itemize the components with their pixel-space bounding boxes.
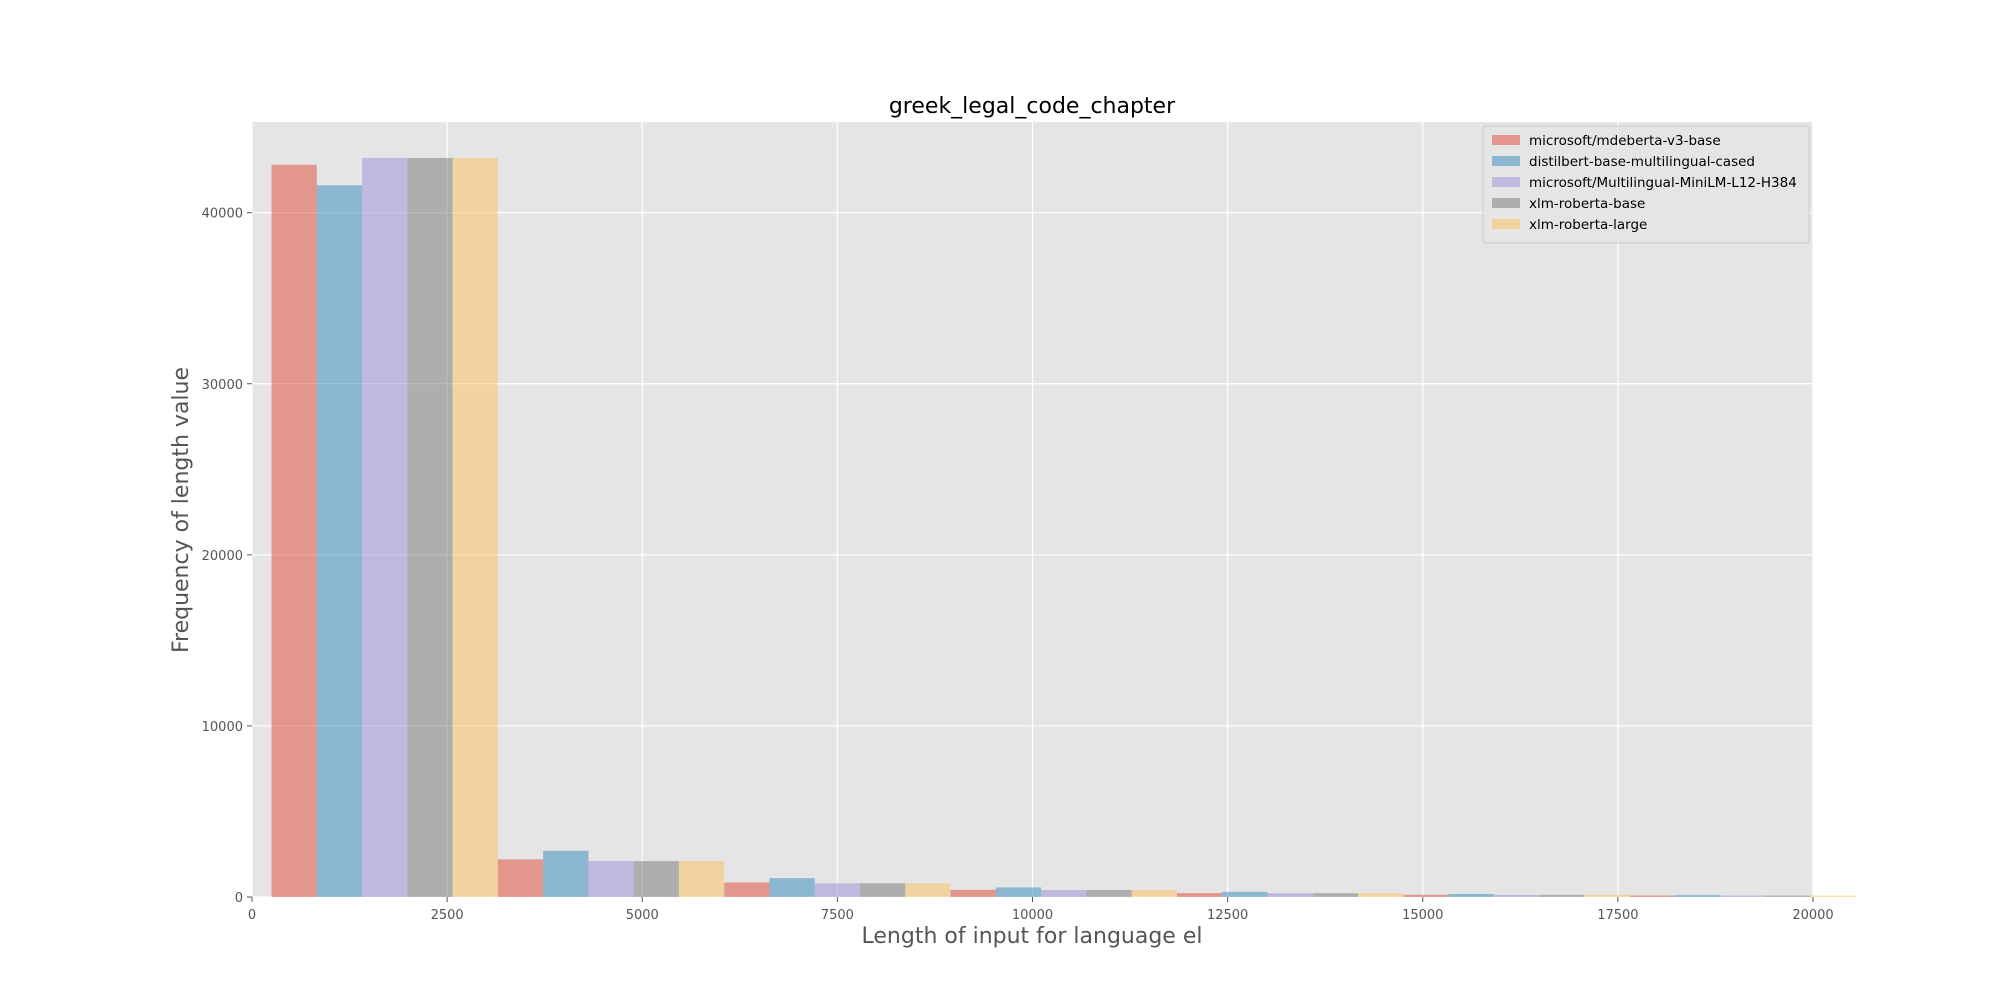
tick-labels: 0 2500 5000 7500 10000 12500 15000 17500 20000 0 1… [202,207,1834,923]
histogram-bar [1539,894,1585,897]
legend-entry-label: xlm-roberta-base [1529,196,1645,212]
y-tick-label: 30000 [202,378,243,393]
y-tick-label: 40000 [202,207,243,222]
histogram-bar [860,883,906,897]
x-tick-label: 20000 [1792,908,1833,923]
x-tick-label: 7500 [821,908,854,923]
histogram-bar [1448,893,1494,897]
histogram-bar [1629,895,1675,897]
x-tick-label: 17500 [1597,908,1638,923]
histogram-bar [1312,893,1358,897]
histogram-bar [362,157,408,898]
y-tick-label: 20000 [202,549,243,564]
histogram-bar [316,185,363,897]
legend-swatch [1492,198,1520,208]
histogram-bar [452,157,498,898]
histogram-bar [950,889,996,897]
histogram-bar [1267,893,1313,897]
legend-swatch [1492,177,1520,187]
histogram-bar [497,859,544,897]
legend-entry-label: distilbert-base-multilingual-cased [1529,154,1755,170]
histogram-bar [1041,889,1087,897]
x-axis-label: Length of input for language el [862,924,1203,949]
legend-swatch [1492,156,1520,166]
x-tick-label: 15000 [1402,908,1443,923]
histogram-bar [1086,889,1132,897]
histogram-bar [905,883,951,897]
x-tick-label: 0 [248,908,256,923]
x-tick-label: 5000 [626,908,659,923]
x-tick-label: 12500 [1207,908,1248,923]
y-tick-label: 10000 [202,720,243,735]
legend-entry-label: microsoft/mdeberta-v3-base [1529,133,1721,149]
histogram-bar [633,861,679,897]
histogram-bar [1674,895,1721,897]
histogram-bar [271,164,317,898]
histogram-bar [588,861,634,897]
histogram-bar [1403,894,1449,897]
histogram-bar [678,861,725,897]
histogram-bar [543,850,589,897]
bars [271,157,1856,898]
legend-box [1482,125,1810,244]
legend: microsoft/mdeberta-v3-base distilbert-bas… [1482,125,1810,244]
histogram-bar [724,882,770,897]
y-axis-label: Frequency of length value [169,367,194,653]
histogram-bar [1720,895,1766,897]
legend-swatch [1492,219,1520,229]
y-tick-label: 0 [235,891,243,906]
histogram-bar [1176,893,1223,897]
x-tick-label: 2500 [431,908,464,923]
histogram-bar [1357,893,1404,897]
histogram-bar [814,883,861,897]
histogram-bar [1493,894,1540,897]
histogram-bar [1131,889,1177,897]
histogram-bar [769,878,815,897]
histogram-bar [1810,895,1856,897]
histogram-bar [407,157,453,898]
legend-entry-label: microsoft/Multilingual-MiniLM-L12-H384 [1529,175,1797,191]
histogram-bar [995,887,1042,897]
histogram-bar [1584,894,1630,897]
legend-swatch [1492,135,1520,145]
histogram-bar [1765,895,1811,897]
chart-title: greek_legal_code_chapter [889,94,1176,119]
legend-entry-label: xlm-roberta-large [1529,217,1647,233]
histogram-bar [1222,891,1268,897]
x-tick-label: 10000 [1012,908,1053,923]
